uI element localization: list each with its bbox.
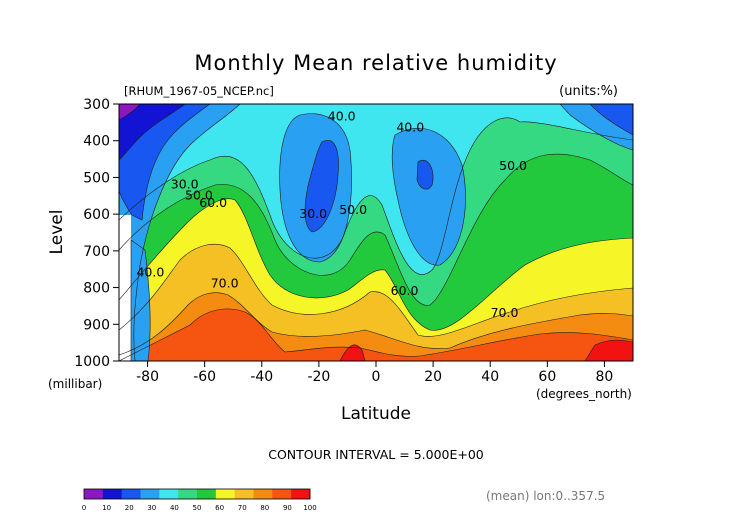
colorbar-tick-label: 70 (238, 504, 247, 512)
y-axis-unit: (millibar) (48, 377, 102, 391)
contour-label-10: 70.0 (211, 276, 239, 291)
colorbar-swatch (140, 489, 160, 499)
footer-mean-lon: (mean) lon:0..357.5 (486, 489, 605, 503)
contour-line-8 (119, 104, 241, 361)
colorbar-tick-label: 60 (215, 504, 224, 512)
x-tick-label: 0 (372, 369, 381, 385)
contour-line-6 (119, 308, 633, 361)
colorbar-frame (83, 488, 311, 500)
region-rh-south-polar-10-20 (119, 104, 185, 160)
colorbar-tick-label: 10 (102, 504, 111, 512)
plot-area (119, 104, 633, 361)
contour-label-3: 30.0 (171, 176, 199, 191)
contour-line-10 (119, 104, 186, 161)
colorbar-swatch (253, 489, 273, 499)
region-rh-south-polar-gap (119, 215, 131, 361)
colorbar-tick-label: 90 (283, 504, 292, 512)
colorbar-swatch (197, 489, 217, 499)
contour-label-2: 40.0 (396, 120, 424, 135)
colorbar-swatch (159, 489, 179, 499)
colorbar-swatch (178, 489, 198, 499)
contour-label-5: 60.0 (199, 195, 227, 210)
y-tick-label: 700 (83, 244, 110, 260)
colorbar: 0 10 20 30 40 50 60 70 80 90 100 (82, 488, 317, 512)
contour-line-16 (391, 127, 466, 266)
y-tick-label: 600 (83, 207, 110, 223)
contour-label-1: 40.0 (328, 109, 356, 124)
colorbar-tick-label: 100 (303, 504, 316, 512)
colorbar-swatch (234, 489, 254, 499)
contour-line-7 (339, 339, 633, 361)
contour-label-12: 70.0 (491, 305, 519, 320)
region-rh-tropic-north-20-30 (417, 160, 434, 190)
contour-line-19 (589, 104, 633, 136)
contour-line-1 (119, 117, 633, 361)
contour-line-14 (279, 113, 352, 263)
x-tick-label: -60 (193, 369, 216, 385)
contour-line-5 (119, 292, 633, 361)
colorbar-tick-label: 40 (170, 504, 179, 512)
colorbar-swatch (121, 489, 141, 499)
contour-label-6: 30.0 (299, 206, 327, 221)
x-tick-label: -80 (136, 369, 159, 385)
contour-label-11: 60.0 (391, 283, 419, 298)
contour-line-4 (119, 244, 633, 361)
region-rh-tropic-south-20-30 (305, 140, 339, 232)
contour-label-8: 50.0 (499, 158, 527, 173)
colorbar-tick-label: 80 (260, 504, 269, 512)
contour-line-9 (119, 104, 211, 221)
contour-line-15 (304, 140, 339, 233)
contour-label-9: 40.0 (136, 265, 164, 280)
region-rh-south-polar-lower-30-40 (131, 240, 151, 361)
region-rh-north-upper-20-30 (590, 104, 633, 135)
region-rh-85-90 (340, 340, 633, 361)
colorbar-swatch (215, 489, 235, 499)
region-rh-tropic-north-30-40 (392, 128, 466, 266)
y-tick-label: 500 (83, 170, 110, 186)
x-tick-label: 20 (424, 369, 442, 385)
units-label: (units:%) (559, 84, 618, 99)
y-tick-label: 800 (83, 281, 110, 297)
x-tick-label: -40 (250, 369, 273, 385)
y-tick-label: 400 (83, 134, 110, 150)
x-axis-title: Latitude (341, 404, 411, 424)
x-tick-label: -20 (307, 369, 330, 385)
file-label: [RHUM_1967-05_NCEP.nc] (124, 84, 274, 98)
contour-line-17 (416, 160, 434, 190)
y-tick-label: 1000 (74, 354, 110, 370)
colorbar-swatch (272, 489, 292, 499)
region-rh-80-85 (119, 308, 633, 361)
colorbar-tick-label: 0 (82, 504, 86, 512)
colorbar-swatch (102, 489, 122, 499)
contour-label-4: 50.0 (185, 187, 213, 202)
colorbar-tick-label: 20 (125, 504, 134, 512)
contour-interval-text: CONTOUR INTERVAL = 5.000E+00 (268, 447, 484, 462)
y-tick-label: 900 (83, 317, 110, 333)
colorbar-swatch (291, 489, 311, 499)
colorbar-tick-label: 30 (147, 504, 156, 512)
colorbar-tick-label: 50 (193, 504, 202, 512)
x-tick-label: 40 (481, 369, 499, 385)
x-axis-unit: (degrees_north) (536, 387, 632, 401)
colorbar-swatch (84, 489, 104, 499)
region-rh-south-polar-0-10 (119, 104, 140, 120)
x-tick-label: 60 (538, 369, 556, 385)
contour-label-7: 50.0 (339, 202, 367, 217)
x-tick-label: 80 (596, 369, 614, 385)
y-axis-title: Level (47, 210, 67, 255)
y-tick-label: 300 (83, 97, 110, 113)
chart-title: Monthly Mean relative humidity (194, 51, 557, 75)
